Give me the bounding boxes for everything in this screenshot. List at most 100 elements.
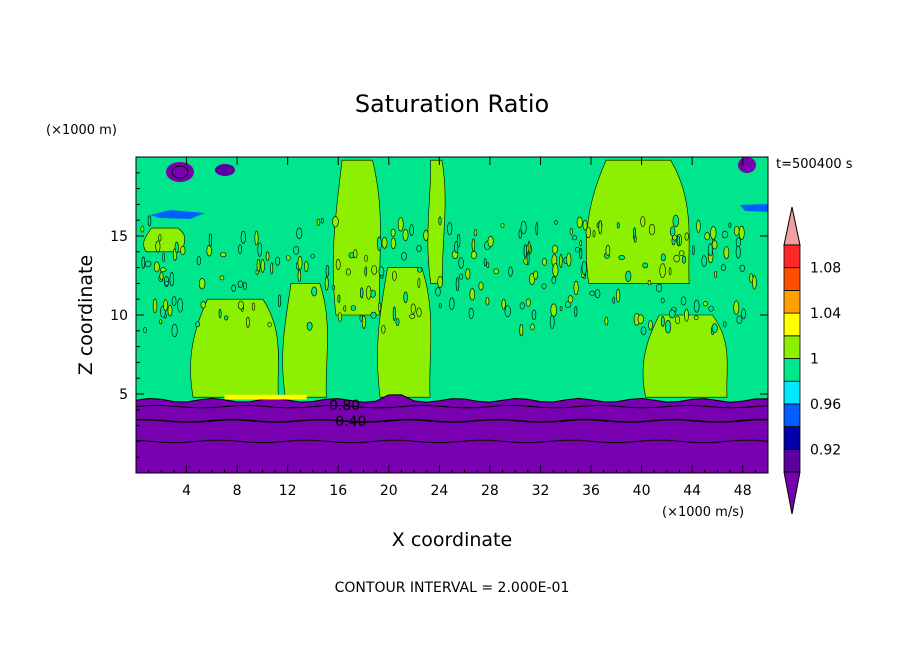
contour-cell (594, 289, 601, 299)
contour-cell (615, 288, 621, 303)
colorbar-swatch (783, 244, 801, 269)
contour-cell (169, 272, 175, 287)
contour-cell (526, 251, 530, 266)
contour-cell (637, 314, 644, 325)
contour-cell (501, 298, 506, 310)
contour-cell (455, 277, 460, 292)
contour-cell (324, 276, 329, 291)
contour-label: 0.40 (335, 414, 366, 430)
contour-cell (254, 230, 259, 246)
contour-cell (304, 260, 309, 273)
x-axis: 4 8 12 16 20 24 28 32 36 40 44 48 (148, 157, 756, 499)
contour-cell (691, 245, 695, 255)
contour-cell (519, 302, 525, 310)
contour-cell (297, 255, 303, 270)
contour-cell (423, 229, 429, 241)
contour-cell (435, 287, 441, 297)
contour-cell (277, 294, 282, 307)
contour-cell (551, 245, 558, 254)
contour-cell (345, 268, 351, 276)
contour-cell (605, 244, 611, 256)
contour-cell (332, 216, 339, 228)
contour-label: 0.80 (329, 398, 360, 414)
contour-cell (541, 258, 547, 266)
x-tick-label: 28 (481, 483, 499, 499)
contour-cell (366, 285, 372, 300)
lime-patch (377, 267, 432, 398)
contour-cell (371, 265, 378, 275)
contour-cell (579, 240, 583, 247)
contour-cell (504, 305, 511, 318)
contour-cell (141, 256, 146, 269)
contour-cell (500, 223, 505, 228)
contour-cell (458, 273, 464, 280)
x-tick-label: 32 (532, 483, 550, 499)
contour-cell (359, 314, 363, 322)
contour-cell (523, 244, 527, 258)
top-left-cell (166, 162, 194, 182)
contour-cell (401, 251, 407, 261)
contour-cell (447, 222, 453, 236)
contour-cell (581, 261, 587, 275)
contour-cell (458, 257, 464, 269)
colorbar-swatch (783, 289, 801, 314)
contour-cell (260, 259, 265, 273)
contour-cell (145, 260, 152, 268)
contour-cell (219, 275, 225, 281)
contour-cell (684, 232, 689, 241)
contour-cell (702, 301, 708, 307)
contour-cell (392, 306, 396, 322)
contour-cell (147, 215, 152, 227)
contour-cell (676, 235, 681, 246)
contour-cell (736, 315, 743, 324)
contour-cell (642, 262, 649, 269)
contour-cell (456, 234, 461, 248)
contour-cell (566, 252, 572, 267)
contour-cell (735, 245, 741, 259)
y-tick-label: 15 (110, 229, 128, 245)
contour-cell (310, 253, 315, 259)
contour-cell (370, 311, 377, 319)
contour-cell (473, 229, 478, 237)
lime-patch (282, 283, 328, 398)
contour-cell (376, 236, 382, 251)
contour-cell (270, 262, 274, 275)
contour-cell (196, 256, 201, 266)
contour-cell (353, 249, 358, 259)
contour-cell (237, 280, 244, 288)
contour-cell (708, 305, 714, 312)
contour-cell (625, 270, 632, 282)
contour-cell (306, 321, 313, 331)
colorbar-tick-label: 1.04 (810, 306, 841, 322)
contour-cell (162, 252, 166, 262)
contour-cell (275, 256, 280, 266)
contour-cell (520, 220, 527, 235)
contour-cell (195, 321, 200, 328)
contour-cell (604, 316, 609, 326)
contour-cell (343, 305, 347, 312)
contour-cell (519, 324, 524, 337)
lime-patch (427, 159, 446, 284)
y-unit-label: (×1000 m) (46, 123, 117, 138)
contour-cell (164, 280, 170, 286)
contour-cell (390, 228, 396, 237)
y-axis-title: Z coordinate (75, 255, 97, 375)
x-tick-label: 8 (233, 483, 242, 499)
contour-cell (752, 275, 757, 290)
x-tick-label: 48 (734, 483, 752, 499)
contour-cell (469, 288, 476, 301)
contour-cell (668, 309, 676, 319)
x-axis-title: X coordinate (392, 529, 512, 551)
contour-cell (153, 261, 160, 273)
contour-cell (242, 281, 247, 291)
y-tick-label: 10 (110, 308, 128, 324)
contour-cell (417, 266, 423, 273)
x-unit-label: (×1000 m/s) (662, 505, 744, 520)
contour-cell (749, 273, 754, 283)
contour-cell (337, 312, 343, 322)
contour-cell (518, 229, 522, 239)
contour-cell (493, 268, 499, 275)
contour-cell (648, 319, 653, 331)
colorbar-swatch (783, 380, 801, 405)
contour-cell (163, 299, 168, 312)
